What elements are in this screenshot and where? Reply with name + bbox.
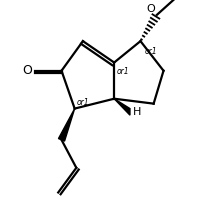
Polygon shape	[114, 99, 130, 115]
Text: or1: or1	[117, 68, 129, 76]
Text: H: H	[133, 107, 141, 117]
Polygon shape	[59, 109, 75, 141]
Text: O: O	[146, 4, 155, 14]
Text: or1: or1	[76, 98, 89, 107]
Text: O: O	[23, 64, 33, 77]
Text: or1: or1	[144, 47, 157, 56]
